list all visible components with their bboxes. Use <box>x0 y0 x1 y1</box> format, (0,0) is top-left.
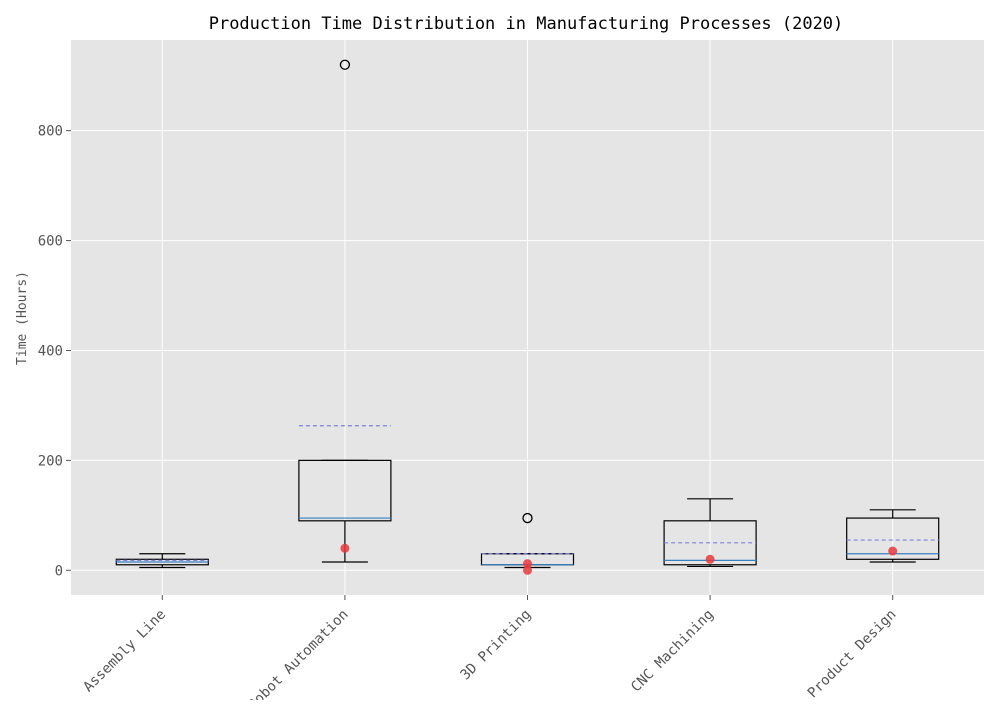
box-group <box>663 498 757 568</box>
outlier-point <box>522 512 533 524</box>
x-tick-label: Product Design <box>805 607 900 700</box>
y-tick-label: 200 <box>38 453 63 469</box>
y-tick-label: 0 <box>55 563 63 579</box>
iqr-box <box>846 517 940 560</box>
x-tick-label: Robot Automation <box>245 607 352 700</box>
y-axis-label: Time (Hours) <box>15 271 30 365</box>
y-tick-label: 600 <box>38 234 63 250</box>
grid-lines <box>71 40 984 595</box>
highlight-point <box>523 559 532 569</box>
highlight-point <box>888 546 898 556</box>
iqr-box <box>298 459 392 522</box>
x-tick-label: 3D Printing <box>457 607 534 684</box>
y-tick-label: 800 <box>38 124 63 140</box>
highlight-point <box>340 543 350 553</box>
box-group <box>480 512 575 575</box>
box-group <box>115 553 209 569</box>
x-tick-label: Assembly Line <box>80 607 169 696</box>
highlight-point <box>705 554 715 564</box>
outlier-point <box>339 59 351 70</box>
chart-title: Production Time Distribution in Manufact… <box>209 14 844 34</box>
box-group <box>298 59 392 563</box>
boxes <box>115 59 940 575</box>
y-tick-label: 400 <box>38 343 63 359</box>
highlight-point <box>523 565 532 575</box>
x-tick-label: CNC Machining <box>628 607 717 696</box>
box-group <box>846 509 940 563</box>
